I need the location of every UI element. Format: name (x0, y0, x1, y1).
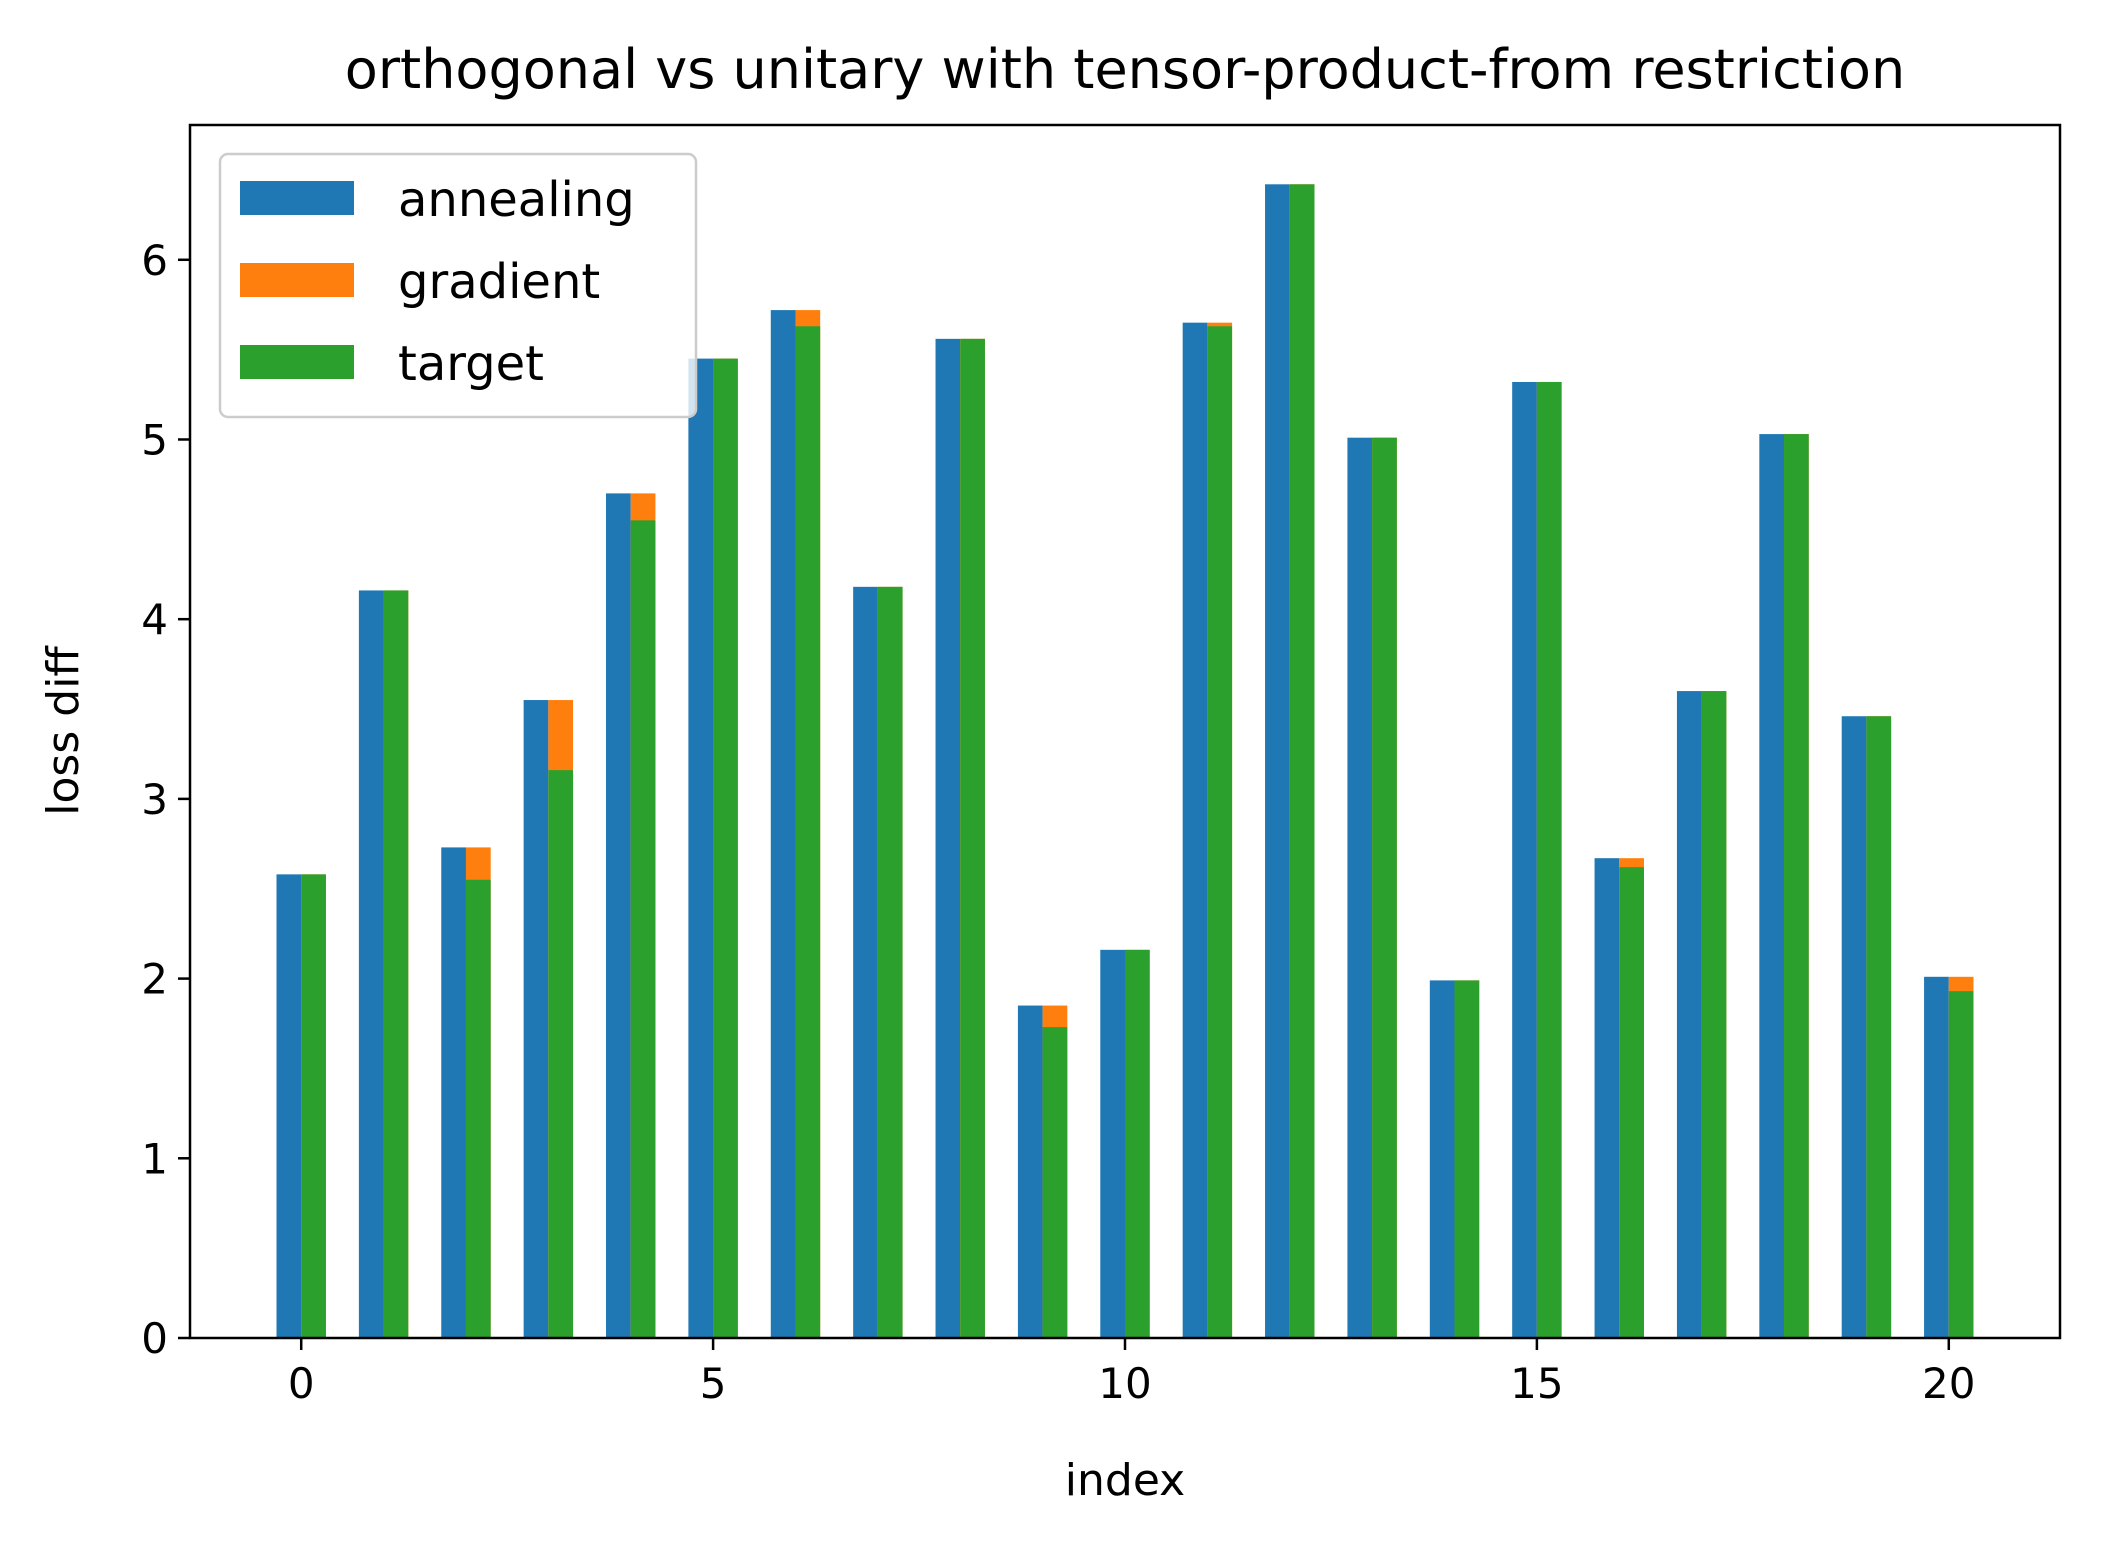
y-ticks: 0 1 2 3 4 5 6 (141, 236, 190, 1363)
bar-target-7 (877, 586, 903, 1338)
bar-target-11 (1207, 326, 1233, 1338)
x-tick-label-0: 0 (288, 1359, 315, 1408)
y-axis-label: loss diff (38, 645, 89, 816)
y-tick-label-2: 2 (141, 955, 168, 1004)
legend-swatch-annealing (240, 181, 354, 215)
bars-group (276, 184, 1974, 1339)
x-tick-label-15: 15 (1510, 1359, 1563, 1408)
bar-annealing-3 (523, 700, 549, 1338)
y-tick-label-6: 6 (141, 236, 168, 285)
x-ticks: 0 5 10 15 20 (288, 1338, 1976, 1408)
bar-annealing-9 (1017, 1005, 1043, 1338)
bar-target-2 (465, 879, 491, 1338)
bar-target-9 (1042, 1027, 1068, 1338)
legend-swatch-gradient (240, 263, 354, 297)
bar-target-17 (1701, 691, 1727, 1338)
y-tick-label-3: 3 (141, 775, 168, 824)
bar-annealing-13 (1347, 437, 1373, 1338)
x-axis-label: index (1065, 1455, 1185, 1506)
bar-target-10 (1125, 949, 1150, 1338)
y-tick-label-5: 5 (141, 415, 168, 464)
bar-target-16 (1619, 867, 1644, 1338)
bar-target-13 (1372, 437, 1397, 1338)
bar-target-18 (1784, 434, 1809, 1339)
bar-annealing-5 (688, 358, 714, 1338)
bar-target-15 (1536, 381, 1562, 1339)
legend-swatch-target (240, 345, 354, 379)
plot-area: 0 5 10 15 20 0 1 2 3 4 5 6 (141, 123, 2062, 1408)
bar-annealing-17 (1676, 691, 1702, 1338)
bar-annealing-18 (1759, 434, 1785, 1339)
bar-target-3 (548, 770, 574, 1338)
y-tick-label-4: 4 (141, 595, 168, 644)
y-tick-label-1: 1 (141, 1134, 168, 1183)
bar-annealing-12 (1265, 184, 1290, 1338)
bar-annealing-2 (441, 847, 466, 1338)
bar-annealing-0 (276, 874, 302, 1338)
x-tick-label-5: 5 (700, 1359, 727, 1408)
bar-annealing-19 (1841, 716, 1867, 1338)
x-tick-label-20: 20 (1922, 1359, 1975, 1408)
bar-target-1 (383, 590, 409, 1338)
y-tick-label-0: 0 (141, 1314, 168, 1363)
bar-annealing-6 (770, 310, 796, 1339)
legend-label-annealing: annealing (398, 172, 635, 228)
bar-annealing-4 (606, 493, 631, 1338)
bar-target-0 (301, 874, 326, 1338)
bar-annealing-11 (1182, 322, 1208, 1338)
bar-target-19 (1866, 716, 1892, 1338)
bar-target-5 (713, 358, 738, 1338)
bar-annealing-15 (1512, 381, 1537, 1339)
bar-target-12 (1289, 184, 1315, 1338)
legend: annealing gradient target (218, 152, 698, 419)
bar-annealing-7 (853, 586, 878, 1338)
bar-annealing-20 (1924, 976, 1949, 1338)
bar-target-8 (960, 338, 985, 1339)
legend-label-gradient: gradient (398, 254, 600, 310)
bar-annealing-10 (1100, 949, 1125, 1338)
chart-title: orthogonal vs unitary with tensor-produc… (345, 38, 1905, 101)
bar-annealing-1 (358, 590, 384, 1338)
bar-annealing-16 (1594, 858, 1620, 1338)
x-tick-label-10: 10 (1098, 1359, 1151, 1408)
bar-annealing-8 (935, 338, 961, 1339)
bar-target-14 (1454, 980, 1480, 1338)
bar-annealing-14 (1429, 980, 1455, 1338)
bar-target-20 (1948, 991, 1974, 1338)
legend-label-target: target (398, 336, 544, 392)
bar-target-4 (630, 520, 656, 1338)
bar-target-6 (795, 326, 821, 1338)
